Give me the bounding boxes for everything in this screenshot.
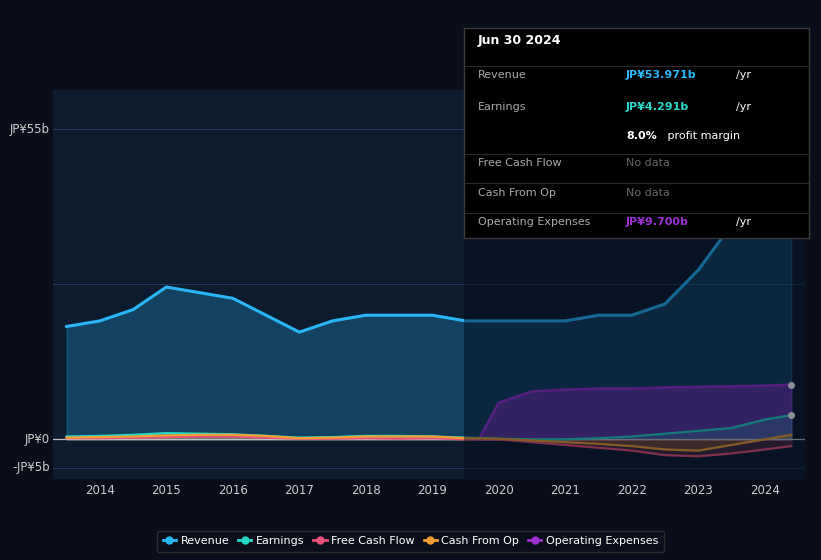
Legend: Revenue, Earnings, Free Cash Flow, Cash From Op, Operating Expenses: Revenue, Earnings, Free Cash Flow, Cash …: [157, 530, 664, 552]
Text: JP¥53.971b: JP¥53.971b: [626, 70, 696, 80]
Text: Free Cash Flow: Free Cash Flow: [478, 158, 562, 168]
Text: Operating Expenses: Operating Expenses: [478, 217, 590, 227]
Text: Revenue: Revenue: [478, 70, 526, 80]
Text: /yr: /yr: [736, 217, 751, 227]
Text: profit margin: profit margin: [664, 131, 740, 141]
Text: Jun 30 2024: Jun 30 2024: [478, 34, 562, 47]
Text: Earnings: Earnings: [478, 101, 526, 111]
Text: No data: No data: [626, 158, 670, 168]
Text: No data: No data: [626, 188, 670, 198]
Text: JP¥0: JP¥0: [25, 433, 49, 446]
Text: JP¥4.291b: JP¥4.291b: [626, 101, 689, 111]
Text: /yr: /yr: [736, 70, 751, 80]
Text: Cash From Op: Cash From Op: [478, 188, 556, 198]
Text: /yr: /yr: [736, 101, 751, 111]
Text: -JP¥5b: -JP¥5b: [12, 461, 49, 474]
Text: JP¥55b: JP¥55b: [10, 123, 49, 136]
Text: JP¥9.700b: JP¥9.700b: [626, 217, 689, 227]
Text: 8.0%: 8.0%: [626, 131, 657, 141]
